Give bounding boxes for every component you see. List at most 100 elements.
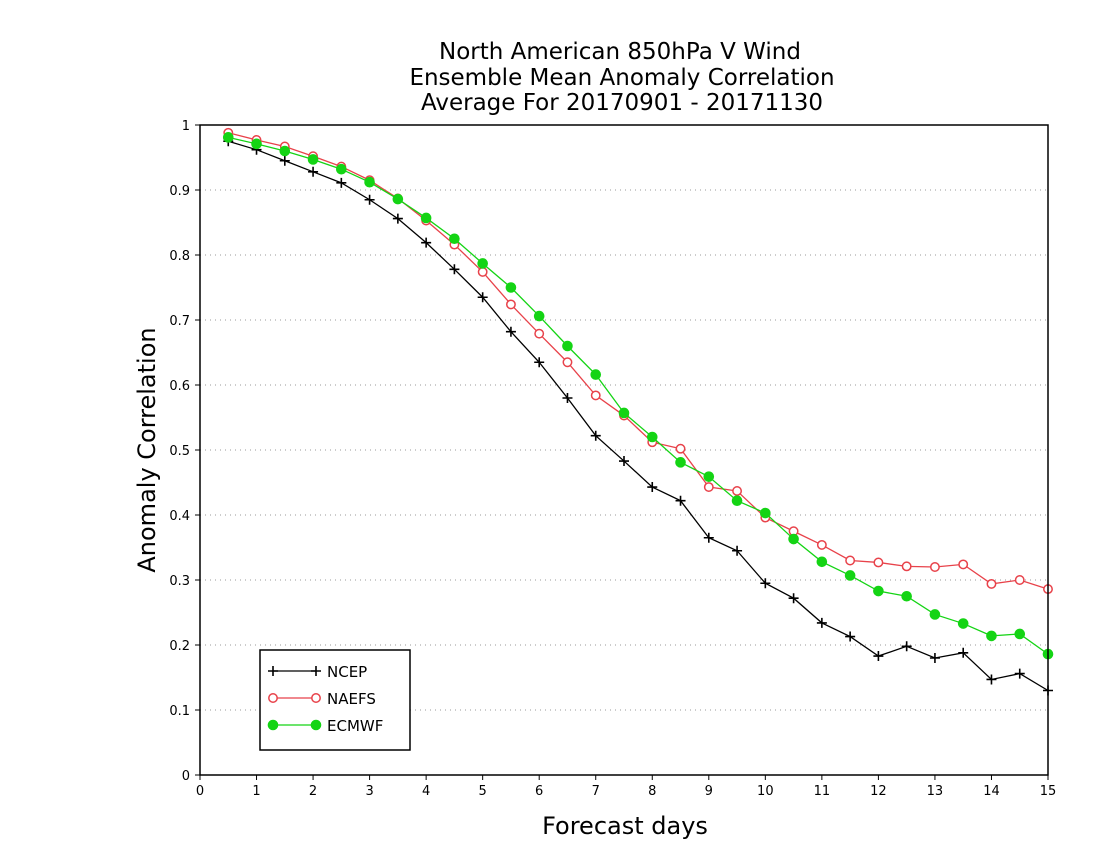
x-tick-label: 15 [1040, 784, 1057, 799]
data-point-ncep [1014, 668, 1025, 679]
data-point-ecmwf [336, 163, 347, 175]
legend-items: NCEP NAEFS ECMWF [267, 663, 383, 735]
x-tick-label: 7 [592, 784, 600, 799]
series-line-naefs [228, 132, 1049, 590]
legend-box [259, 649, 411, 751]
data-point-ecmwf [307, 154, 319, 165]
y-tick-label: 0.4 [169, 509, 190, 524]
data-point-ncep [590, 430, 601, 441]
data-point-naefs [732, 486, 743, 496]
data-point-ecmwf [533, 310, 545, 322]
data-point-ecmwf [873, 585, 884, 597]
data-point-ncep [308, 166, 319, 177]
data-point-ncep [336, 177, 347, 188]
y-tick-label: 0.8 [169, 249, 190, 264]
legend-marker-ncep [268, 666, 278, 676]
data-point-naefs [534, 328, 545, 339]
grid-lines [200, 189, 1048, 711]
y-tick-label: 0.1 [169, 704, 190, 719]
series-line-ncep [228, 140, 1049, 692]
data-point-naefs [873, 557, 884, 568]
x-tick-label: 5 [479, 784, 487, 799]
data-point-ncep [647, 482, 658, 493]
data-point-ecmwf [590, 369, 602, 380]
data-point-ncep [816, 617, 827, 628]
data-point-ecmwf [929, 609, 941, 620]
x-tick-label: 8 [648, 784, 656, 799]
y-tick-label: 0.5 [169, 444, 190, 459]
data-point-ncep [534, 357, 545, 368]
data-point-naefs [505, 299, 516, 310]
data-point-naefs [845, 555, 856, 566]
data-point-ecmwf [844, 570, 856, 581]
data-point-ecmwf [675, 457, 686, 468]
data-point-ncep [929, 653, 940, 663]
legend-label-ncep: NCEP [327, 663, 367, 681]
x-axis-label: Forecast days [542, 812, 708, 840]
data-point-ecmwf [788, 533, 799, 545]
legend-item-naefs: NAEFS [268, 690, 376, 708]
data-series [222, 127, 1054, 696]
series-naefs [223, 127, 1053, 595]
data-point-ncep [760, 578, 771, 589]
x-tick-label: 13 [927, 784, 944, 799]
data-point-naefs [562, 357, 573, 368]
data-point-naefs [590, 390, 601, 401]
series-ncep [223, 136, 1053, 696]
y-tick-label: 0.9 [169, 184, 190, 199]
series-ecmwf [222, 132, 1054, 660]
y-tick-label: 0.2 [169, 639, 190, 654]
x-tick-label: 10 [757, 784, 774, 799]
data-point-ncep [873, 651, 884, 662]
x-tick-label: 0 [196, 784, 204, 799]
data-point-ncep [958, 647, 969, 658]
data-point-ncep [732, 545, 743, 556]
legend-label-naefs: NAEFS [327, 690, 376, 708]
legend-marker-ecmwf [267, 719, 279, 731]
data-point-ecmwf [901, 590, 912, 602]
data-point-ecmwf [505, 282, 517, 293]
data-point-ecmwf [477, 258, 488, 269]
data-point-ecmwf [449, 233, 460, 245]
data-point-ecmwf [618, 407, 630, 419]
data-point-ncep [675, 495, 686, 506]
y-axis-label: Anomaly Correlation [133, 327, 161, 572]
x-tick-label: 12 [870, 784, 887, 799]
x-tick-label: 6 [535, 784, 543, 799]
legend-label-ecmwf: ECMWF [327, 717, 383, 735]
data-point-naefs [958, 559, 969, 570]
data-point-ecmwf [703, 471, 715, 482]
chart-title-line-3: Average For 20170901 - 20171130 [421, 90, 823, 116]
chart-title-line-1: North American 850hPa V Wind [439, 39, 801, 65]
data-point-ncep [421, 237, 432, 248]
data-point-naefs [703, 482, 714, 492]
data-point-naefs [477, 266, 488, 277]
data-point-ncep [364, 194, 375, 205]
x-tick-label: 2 [309, 784, 317, 799]
legend-marker-naefs [268, 693, 278, 703]
data-point-ecmwf [731, 495, 743, 507]
data-point-naefs [929, 562, 940, 572]
data-point-ncep [788, 593, 799, 604]
data-point-ecmwf [251, 138, 262, 150]
data-point-naefs [901, 561, 912, 572]
data-point-ncep [703, 532, 714, 543]
x-tick-label: 11 [814, 784, 831, 799]
data-point-ecmwf [562, 340, 573, 352]
y-tick-label: 0.3 [169, 574, 190, 589]
y-tick-label: 0.7 [169, 314, 190, 329]
data-point-ecmwf [986, 630, 997, 642]
data-point-naefs [816, 539, 827, 550]
chart-title: North American 850hPa V Wind Ensemble Me… [409, 39, 834, 116]
legend-item-ecmwf: ECMWF [267, 717, 383, 735]
data-point-ncep [477, 292, 488, 303]
x-tick-label: 9 [705, 784, 713, 799]
x-tick-label: 3 [365, 784, 373, 799]
plot-frame [199, 124, 1049, 776]
data-point-ecmwf [646, 431, 658, 443]
data-point-ncep [986, 674, 997, 685]
x-tick-label: 4 [422, 784, 430, 799]
y-tick-label: 0.6 [169, 379, 190, 394]
data-point-ecmwf [279, 145, 291, 157]
